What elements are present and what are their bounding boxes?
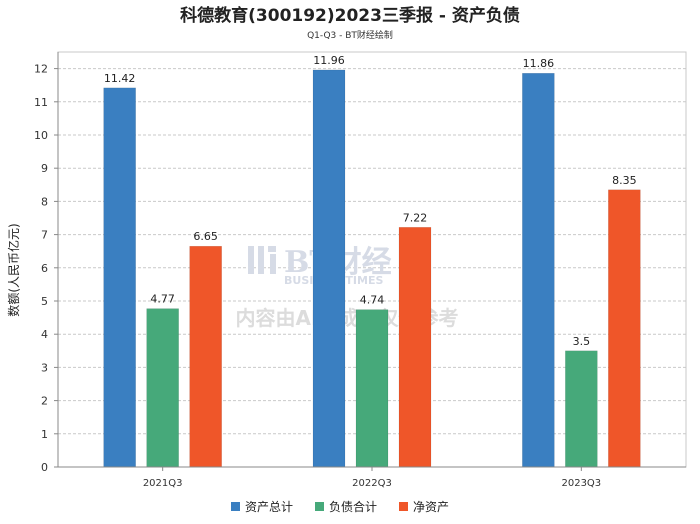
y-tick-label: 3 <box>41 361 48 374</box>
legend: 资产总计 负债合计 净资产 <box>231 499 449 514</box>
y-tick-label: 12 <box>34 63 48 76</box>
y-axis-title: 数额(人民币亿元) <box>6 223 21 316</box>
bar-2 <box>565 350 598 468</box>
value-label: 7.22 <box>403 211 428 224</box>
y-tick-label: 9 <box>41 162 48 175</box>
legend-label: 净资产 <box>413 500 449 514</box>
y-tick-label: 8 <box>41 195 48 208</box>
y-tick-label: 6 <box>41 262 48 275</box>
value-label: 3.5 <box>573 335 591 348</box>
bar-3 <box>608 189 641 468</box>
x-tick-label: 2021Q3 <box>143 478 183 489</box>
bar-3 <box>189 245 222 468</box>
bar-1 <box>312 69 346 468</box>
value-label: 11.96 <box>313 54 345 67</box>
value-label: 4.77 <box>150 293 175 306</box>
x-tick-label: 2023Q3 <box>561 478 601 489</box>
chart-subtitle: Q1-Q3 - BT财经绘制 <box>307 29 393 41</box>
legend-swatch <box>315 502 324 511</box>
legend-swatch <box>231 502 240 511</box>
bar-2 <box>146 308 179 468</box>
value-label: 4.74 <box>360 294 385 307</box>
value-label: 11.42 <box>104 72 136 85</box>
x-tick-label: 2022Q3 <box>352 478 392 489</box>
bars: 11.42 4.77 6.65 11.96 4.74 7.22 11.86 3.5 8.35 <box>103 54 641 468</box>
bar-1 <box>522 72 555 468</box>
legend-label: 负债合计 <box>329 499 377 514</box>
watermark-logo-icon <box>248 246 276 274</box>
y-tick-label: 7 <box>41 229 48 242</box>
bar-1 <box>103 87 136 468</box>
bar-3 <box>398 227 432 468</box>
legend-swatch <box>399 502 408 511</box>
y-tick-label: 5 <box>41 295 48 308</box>
bar-2 <box>355 309 389 468</box>
value-label: 8.35 <box>612 174 637 187</box>
value-label: 6.65 <box>193 230 218 243</box>
value-label: 11.86 <box>523 57 555 70</box>
chart-title: 科德教育(300192)2023三季报 - 资产负债 <box>180 5 520 26</box>
y-tick-label: 1 <box>41 428 48 441</box>
y-tick-label: 10 <box>34 129 48 142</box>
y-tick-label: 0 <box>41 461 48 474</box>
y-tick-label: 2 <box>41 395 48 408</box>
y-tick-label: 11 <box>34 96 48 109</box>
y-tick-label: 4 <box>41 328 48 341</box>
legend-label: 资产总计 <box>245 500 293 514</box>
